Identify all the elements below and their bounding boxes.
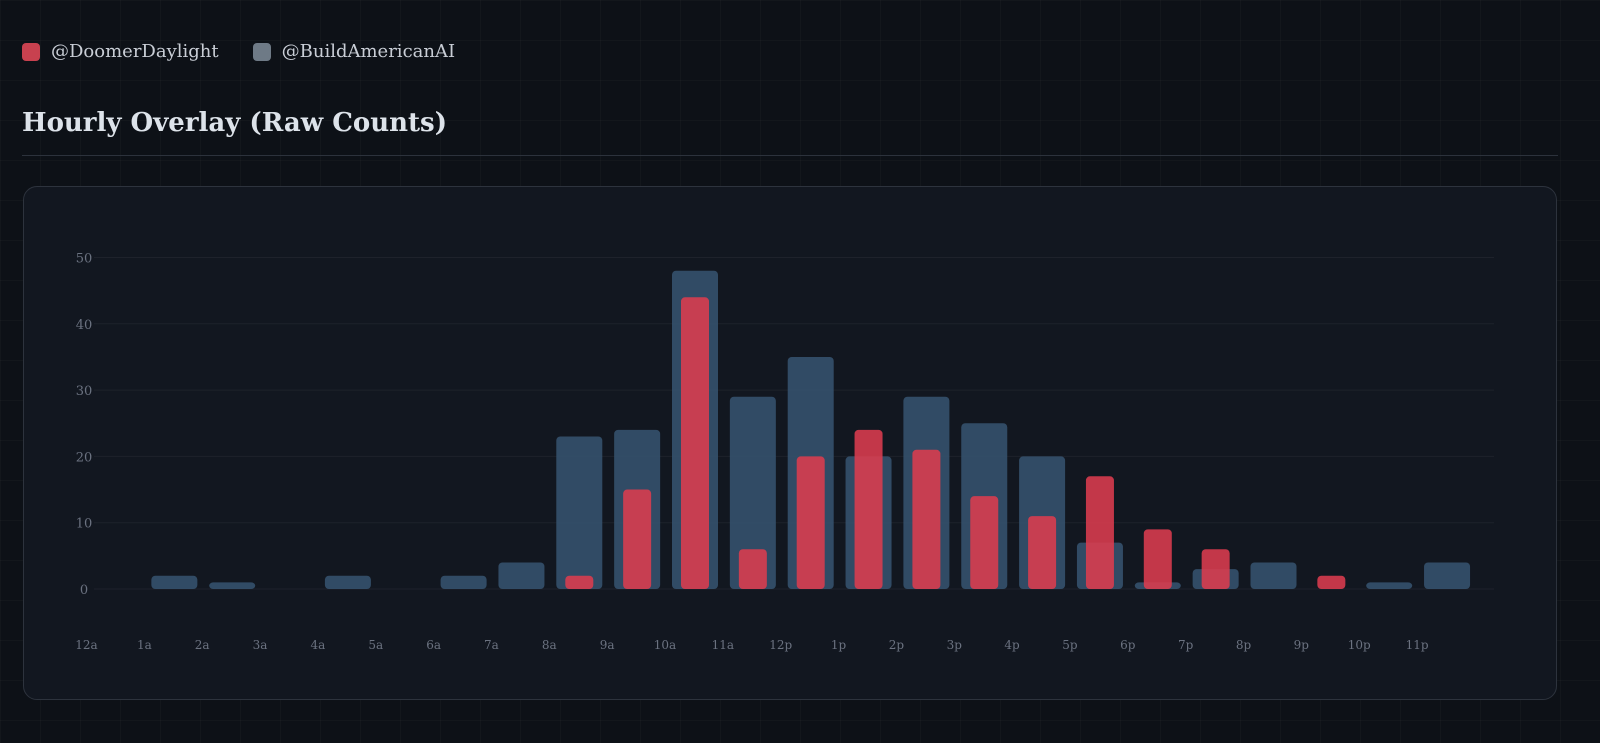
legend: @DoomerDaylight @BuildAmericanAI [22, 41, 455, 62]
x-tick-label: 11a [712, 638, 734, 652]
x-tick-label: 3a [253, 638, 268, 652]
bar-doomer-8a[interactable] [565, 575, 594, 589]
bar-doomer-11a[interactable] [738, 549, 767, 589]
x-tick-label: 12a [75, 638, 97, 652]
bar-buildamerican-7a[interactable] [498, 562, 545, 589]
x-tick-label: 9a [600, 638, 615, 652]
legend-swatch-buildamerican [252, 42, 271, 61]
bar-doomer-2p[interactable] [912, 449, 941, 589]
bar-doomer-1p[interactable] [854, 429, 883, 589]
y-tick-label: 10 [76, 517, 93, 532]
x-tick-label: 1p [831, 638, 847, 652]
x-tick-label: 2a [195, 638, 210, 652]
x-axis: 12a 1a 2a 3a 4a 5a 6a 7a 8a 9a 10a 11a 12p 1p 2p 3p 4p 5p… [75, 638, 1429, 652]
y-tick-label: 20 [76, 450, 93, 465]
x-tick-label: 3p [947, 638, 963, 652]
x-tick-label: 12p [769, 638, 792, 652]
bar-buildamerican-6a[interactable] [440, 575, 487, 589]
x-tick-label: 10p [1348, 638, 1371, 652]
y-tick-label: 50 [76, 252, 93, 267]
bar-doomer-4p[interactable] [1028, 516, 1057, 589]
bar-buildamerican-8a[interactable] [556, 436, 603, 589]
y-tick-label: 40 [76, 318, 93, 333]
legend-item-buildamerican[interactable]: @BuildAmericanAI [252, 41, 456, 62]
bar-buildamerican-8p[interactable] [1250, 562, 1297, 589]
bar-doomer-7p[interactable] [1201, 549, 1230, 589]
x-tick-label: 1a [137, 638, 152, 652]
bar-doomer-12p[interactable] [796, 456, 825, 589]
bar-buildamerican-10p[interactable] [1366, 582, 1413, 589]
x-tick-label: 5p [1062, 638, 1078, 652]
bar-doomer-6p[interactable] [1143, 529, 1172, 589]
x-tick-label: 6a [426, 638, 441, 652]
legend-label-buildamerican: @BuildAmericanAI [281, 41, 456, 62]
bar-doomer-10a[interactable] [681, 297, 709, 589]
bar-buildamerican-2a[interactable] [209, 582, 256, 589]
x-tick-label: 4p [1004, 638, 1020, 652]
bar-buildamerican-11p[interactable] [1424, 562, 1471, 589]
chart-card: 0 10 20 30 40 50 12a 1a 2a 3a 4a 5a 6a 7a 8a 9a 10a 11a 1… [23, 186, 1557, 700]
chart-title: Hourly Overlay (Raw Counts) [22, 108, 448, 138]
legend-swatch-doomer [22, 42, 40, 61]
x-tick-label: 7a [484, 638, 499, 652]
x-tick-label: 11p [1406, 638, 1429, 652]
x-tick-label: 8a [542, 638, 557, 652]
legend-item-doomer[interactable]: @DoomerDaylight [22, 41, 219, 62]
title-divider [22, 155, 1558, 156]
x-tick-label: 10a [654, 638, 676, 652]
x-tick-label: 9p [1294, 638, 1310, 652]
legend-label-doomer: @DoomerDaylight [51, 41, 219, 62]
bar-buildamerican-4a[interactable] [324, 575, 371, 589]
bar-buildamerican-1a[interactable] [151, 575, 198, 589]
y-tick-label: 30 [76, 384, 93, 399]
bars-doomer [565, 297, 1346, 589]
x-tick-label: 6p [1120, 638, 1136, 652]
bar-doomer-9p[interactable] [1317, 575, 1346, 589]
bar-doomer-9a[interactable] [623, 489, 652, 589]
x-tick-label: 5a [368, 638, 383, 652]
x-tick-label: 7p [1178, 638, 1194, 652]
y-axis: 0 10 20 30 40 50 [76, 252, 93, 599]
x-tick-label: 4a [311, 638, 326, 652]
bar-buildamerican-11a[interactable] [729, 396, 776, 589]
x-tick-label: 8p [1236, 638, 1252, 652]
bar-doomer-3p[interactable] [970, 496, 999, 589]
y-tick-label: 0 [80, 583, 88, 598]
bar-doomer-5p[interactable] [1085, 476, 1114, 589]
x-tick-label: 2p [889, 638, 905, 652]
